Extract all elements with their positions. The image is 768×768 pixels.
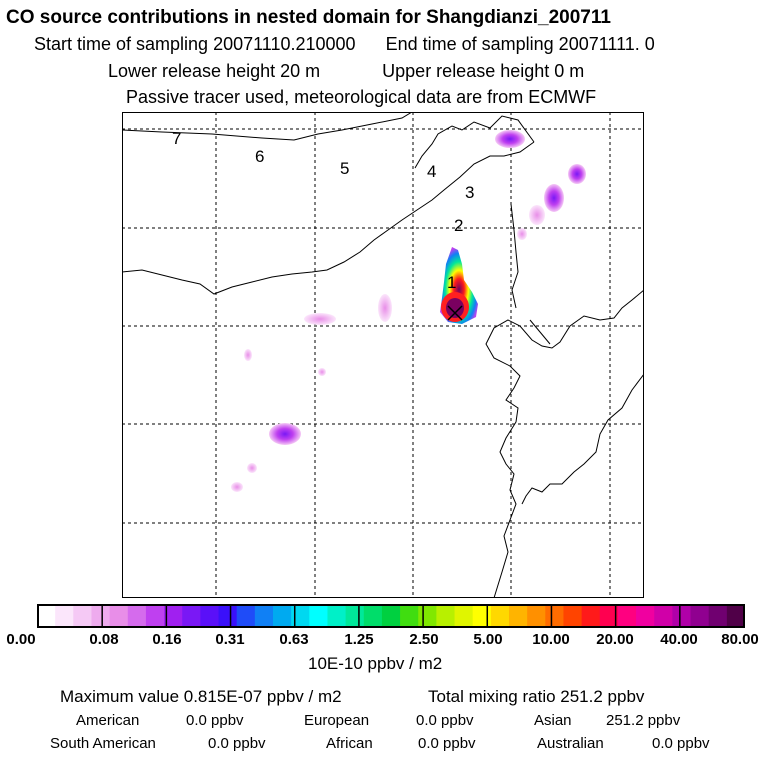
trajectory-label-2: 2 [454,216,463,235]
asian-label: Asian [534,712,572,729]
african-label: African [326,735,373,752]
upper-release-height: Upper release height 0 m [382,61,585,81]
colorbar-swatch [509,604,528,628]
trajectory-label-6: 6 [255,147,264,166]
colorbar-swatch [581,604,601,628]
european-value: 0.0 ppbv [416,712,474,729]
concentration-field [231,130,586,492]
colorbar-swatch [617,604,637,628]
colorbar-swatch [563,604,583,628]
colorbar-swatch [91,604,111,628]
colorbar-swatch [545,604,565,628]
lat-lon-grid [122,112,644,598]
colorbar-swatch [55,604,74,628]
start-time: Start time of sampling 20071110.210000 [34,34,356,54]
colorbar-swatch [254,604,274,628]
colorbar-tick-label: 10.00 [532,631,570,648]
colorbar-swatch [418,604,437,628]
asian-value: 251.2 ppbv [606,712,681,729]
colorbar-swatch [236,604,256,628]
coastlines [122,112,644,598]
colorbar-swatch [345,604,365,628]
colorbar-swatch [327,604,347,628]
trajectory-label-3: 3 [465,183,474,202]
colorbar-swatch [37,604,56,628]
south-american-value: 0.0 ppbv [208,735,266,752]
lower-release-height: Lower release height 20 m [108,61,321,81]
colorbar-swatch [654,604,673,628]
trajectory-labels: 7 6 5 4 3 2 1 [172,129,474,292]
colorbar-swatch [436,604,456,628]
receptor-marker [447,305,463,321]
release-heights: Lower release height 20 m Upper release … [108,62,584,80]
colorbar-swatch [400,604,419,628]
colorbar-swatch [182,604,201,628]
colorbar-tick-label: 0.63 [279,631,309,648]
colorbar-swatch [164,604,183,628]
colorbar-swatch [636,604,655,628]
maximum-value: Maximum value 0.815E-07 ppbv / m2 [60,687,342,706]
african-value: 0.0 ppbv [418,735,476,752]
colorbar-swatch [527,604,546,628]
colorbar-frame [37,604,745,628]
trajectory-label-4: 4 [427,162,436,181]
colorbar-units: 10E-10 ppbv / m2 [308,654,443,673]
colorbar-swatch [690,604,710,628]
colorbar-swatch [200,604,220,628]
colorbar-swatch [454,604,474,628]
colorbar-swatch [273,604,292,628]
tracer-note: Passive tracer used, meteorological data… [126,87,597,107]
colorbar-swatch [726,604,745,628]
colorbar-swatch [381,604,401,628]
american-label: American [76,712,140,729]
end-time: End time of sampling 20071111. 0 [385,34,655,54]
colorbar-tick-label: 0.16 [152,631,182,648]
colorbar-swatch [127,604,147,628]
colorbar-swatch [708,604,728,628]
colorbar-tick-label: 20.00 [596,631,634,648]
figure-title: CO source contributions in nested domain… [6,7,611,28]
colorbar-tick-label: 40.00 [660,631,698,648]
colorbar-tick-label: 0.00 [6,631,36,648]
colorbar-tick-label: 80.00 [721,631,759,648]
australian-label: Australian [537,735,604,752]
colorbar-tick-label: 0.08 [89,631,119,648]
sampling-times: Start time of sampling 20071110.210000 E… [34,35,655,53]
south-american-label: South American [50,735,156,752]
trajectory-label-7: 7 [172,129,181,148]
colorbar-swatch [672,604,692,628]
colorbar-swatch [472,604,492,628]
colorbar-tick-label: 2.50 [409,631,439,648]
trajectory-label-5: 5 [340,159,349,178]
colorbar-swatch [309,604,329,628]
australian-value: 0.0 ppbv [652,735,710,752]
colorbar-swatch [73,604,93,628]
concentration-map: 7 6 5 4 3 2 1 [122,112,644,598]
total-mixing-ratio: Total mixing ratio 251.2 ppbv [428,687,645,706]
colorbar-swatch [363,604,383,628]
colorbar-swatch [218,604,238,628]
colorbar-swatch [291,604,310,628]
colorbar-swatch [145,604,165,628]
european-label: European [304,712,370,729]
colorbar-swatch [109,604,129,628]
american-value: 0.0 ppbv [186,712,244,729]
colorbar-tick-label: 5.00 [473,631,503,648]
colorbar-tick-label: 0.31 [215,631,245,648]
colorbar-tick-label: 1.25 [344,631,374,648]
colorbar-swatch [599,604,619,628]
colorbar [37,604,745,628]
trajectory-label-1: 1 [447,273,456,292]
colorbar-swatch [490,604,510,628]
